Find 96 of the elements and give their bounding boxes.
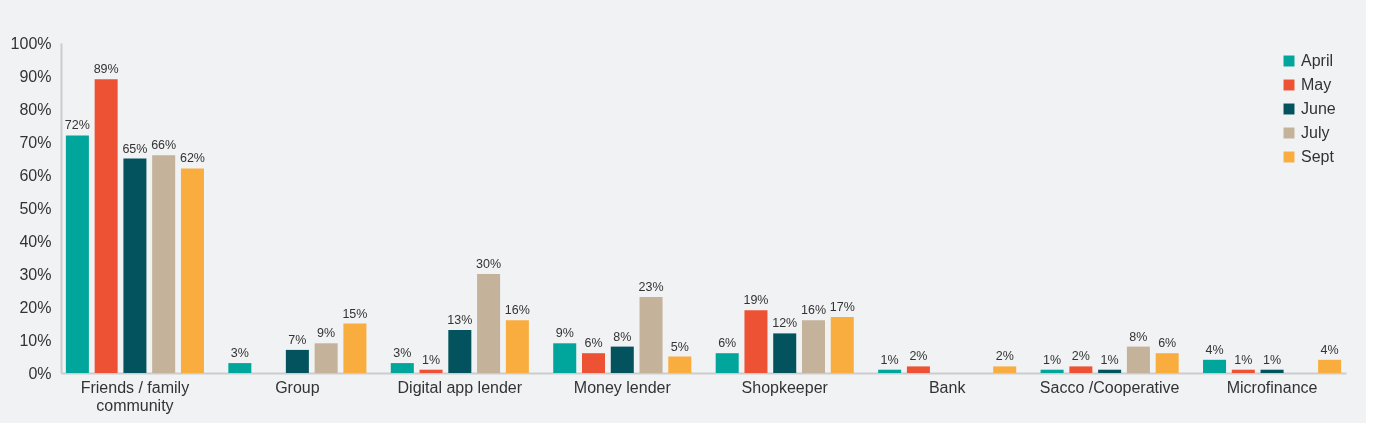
- bar: [448, 330, 472, 373]
- bar: [1126, 346, 1150, 373]
- bar: [610, 346, 634, 373]
- x-tick-label: Microfinance: [1226, 378, 1318, 396]
- bar: [285, 349, 309, 373]
- data-label: 8%: [613, 329, 632, 344]
- data-label: 4%: [1320, 342, 1339, 357]
- data-label: 8%: [1129, 329, 1148, 344]
- y-tick-label: 100%: [10, 34, 52, 52]
- bar: [553, 343, 577, 373]
- data-label: 1%: [1100, 352, 1119, 367]
- bar: [906, 366, 930, 373]
- data-label: 6%: [718, 336, 737, 351]
- y-tick-label: 70%: [19, 133, 52, 151]
- data-label: 65%: [122, 141, 148, 156]
- data-label: 19%: [743, 293, 769, 308]
- data-label: 13%: [447, 313, 473, 328]
- data-label: 7%: [288, 332, 307, 347]
- y-tick-label: 10%: [19, 331, 52, 349]
- bar: [1155, 353, 1179, 373]
- bar: [773, 333, 797, 373]
- data-label: 1%: [1043, 352, 1062, 367]
- bar: [419, 369, 443, 373]
- data-label: 1%: [1263, 352, 1282, 367]
- bar: [801, 320, 825, 373]
- data-label: 62%: [179, 151, 205, 166]
- x-tick-label: Shopkeeper: [741, 378, 829, 396]
- bar: [94, 79, 118, 373]
- x-tick-label: Group: [275, 378, 320, 396]
- bar: [180, 168, 204, 373]
- bar: [228, 363, 252, 373]
- data-label: 66%: [151, 138, 177, 153]
- y-tick-label: 40%: [19, 232, 52, 250]
- bar: [390, 363, 414, 373]
- bar: [1260, 369, 1284, 373]
- legend-label: July: [1301, 124, 1330, 141]
- x-tick-label: Money lender: [573, 378, 672, 396]
- y-tick-label: 90%: [19, 67, 52, 85]
- data-label: 2%: [995, 349, 1014, 364]
- data-label: 17%: [829, 299, 855, 314]
- data-label: 6%: [584, 336, 603, 351]
- bar: [715, 353, 739, 373]
- data-label: 3%: [393, 346, 412, 361]
- legend-label: April: [1301, 52, 1334, 69]
- bar: [878, 369, 902, 373]
- bar: [65, 135, 89, 373]
- data-label: 16%: [800, 303, 827, 318]
- data-label: 6%: [1158, 336, 1177, 351]
- legend-label: May: [1301, 76, 1332, 93]
- y-tick-label: 60%: [19, 166, 52, 184]
- bar: [993, 366, 1017, 373]
- bar: [477, 274, 501, 373]
- y-tick-label: 0%: [28, 364, 52, 382]
- y-tick-label: 30%: [19, 265, 52, 283]
- data-label: 1%: [422, 352, 441, 367]
- bar: [314, 343, 338, 373]
- bar: [744, 310, 768, 373]
- x-tick-label: Sacco /Cooperative: [1039, 378, 1180, 396]
- legend-label: June: [1301, 100, 1336, 117]
- bar: [123, 158, 147, 373]
- bar: [639, 297, 663, 373]
- y-tick-label: 80%: [19, 100, 52, 118]
- bar: [343, 323, 367, 373]
- y-tick-label: 50%: [19, 199, 52, 217]
- x-tick-label: Digital app lender: [397, 378, 523, 396]
- data-label: 16%: [504, 303, 530, 318]
- data-label: 9%: [555, 326, 574, 341]
- bar: [830, 316, 854, 373]
- y-tick-label: 20%: [19, 298, 52, 316]
- data-label: 1%: [1234, 352, 1253, 367]
- x-tick-label: Friends / family community: [80, 378, 190, 414]
- data-label: 72%: [64, 118, 90, 133]
- data-label: 4%: [1205, 342, 1224, 357]
- data-label: 15%: [342, 306, 368, 321]
- data-label: 2%: [1071, 349, 1090, 364]
- bar: [1203, 359, 1227, 373]
- data-label: 9%: [317, 326, 336, 341]
- legend-label: Sept: [1301, 148, 1335, 165]
- bar: [1069, 366, 1093, 373]
- bar: [1040, 369, 1064, 373]
- bar: [1098, 369, 1122, 373]
- data-label: 12%: [772, 316, 798, 331]
- bar: [1318, 359, 1342, 373]
- bar: [1231, 369, 1255, 373]
- x-tick-label: Bank: [928, 378, 967, 396]
- data-label: 89%: [93, 62, 119, 77]
- data-label: 3%: [230, 346, 249, 361]
- data-label: 30%: [476, 257, 502, 271]
- bar: [152, 155, 176, 373]
- data-label: 5%: [670, 339, 689, 354]
- data-label: 1%: [880, 352, 899, 367]
- bar: [505, 320, 529, 373]
- data-label: 2%: [909, 349, 928, 364]
- data-label: 23%: [638, 280, 664, 295]
- bar: [582, 353, 606, 373]
- bar: [668, 356, 692, 373]
